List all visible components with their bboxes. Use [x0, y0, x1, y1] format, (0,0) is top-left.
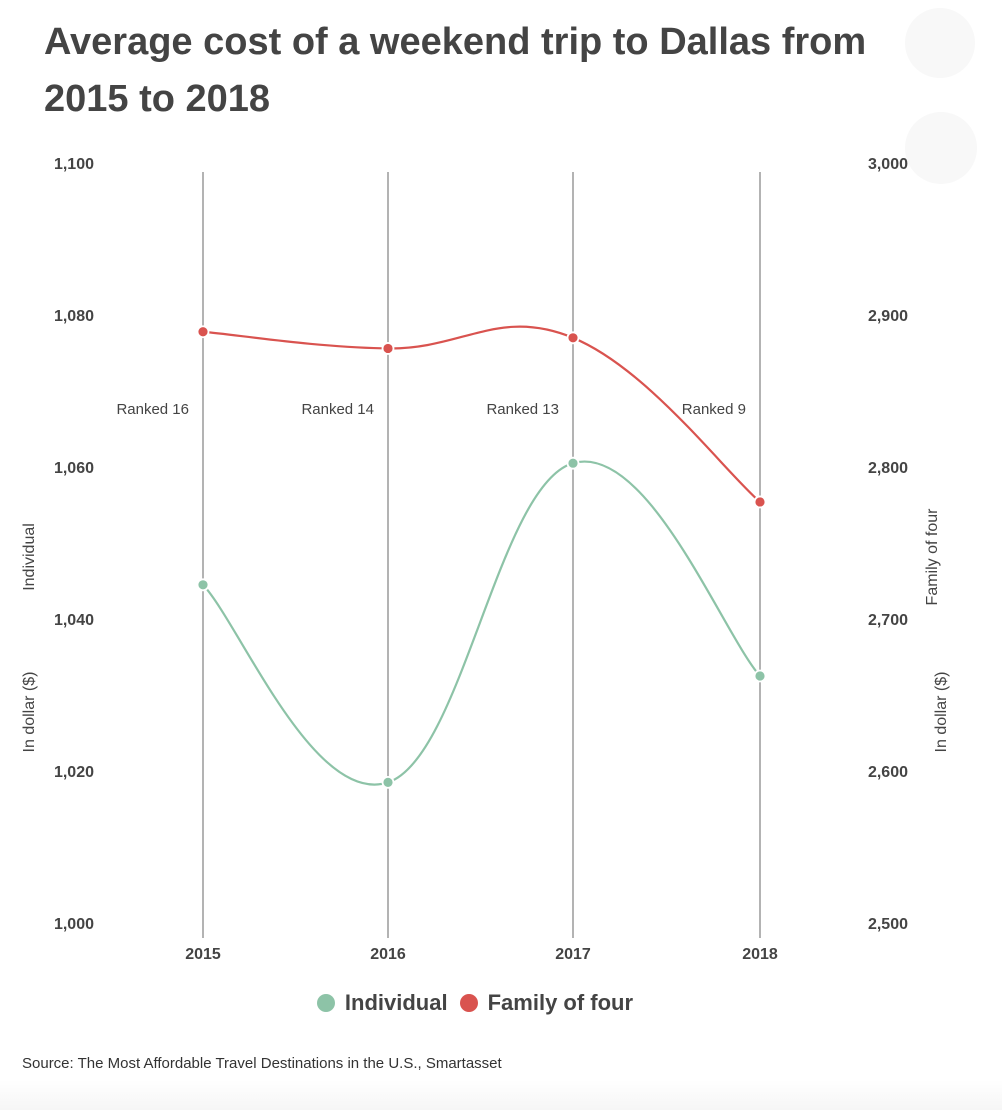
point-individual-2016[interactable] — [381, 776, 395, 789]
rank-annotation: Ranked 9 — [682, 401, 746, 418]
series-points — [196, 325, 767, 789]
left-axis-ticks: 1,000 1,020 1,040 1,060 1,080 1,100 — [54, 156, 94, 933]
right-tick-label: 2,500 — [868, 916, 908, 933]
right-tick-label: 2,700 — [868, 612, 908, 629]
point-individual-2018[interactable] — [753, 669, 767, 683]
x-tick-label: 2018 — [742, 946, 778, 963]
x-tick-label: 2015 — [185, 946, 221, 963]
left-axis-title: Individual — [21, 523, 38, 591]
line-chart: 1,000 1,020 1,040 1,060 1,080 1,100 2,500 2,60… — [21, 156, 950, 963]
rank-annotation: Ranked 14 — [301, 401, 374, 418]
right-tick-label: 2,900 — [868, 308, 908, 325]
share-button[interactable] — [905, 112, 977, 184]
point-family-of-four-2015[interactable] — [196, 325, 210, 339]
point-family-of-four-2016[interactable] — [381, 342, 395, 355]
right-tick-label: 2,800 — [868, 460, 908, 477]
bottom-fade — [0, 1080, 1002, 1110]
right-tick-label: 3,000 — [868, 156, 908, 173]
legend-item-individual[interactable]: Individual — [316, 990, 448, 1016]
right-axis-ticks: 2,500 2,600 2,700 2,800 2,900 3,000 — [868, 156, 908, 933]
point-family-of-four-2018[interactable] — [753, 495, 767, 509]
source-note: Source: The Most Affordable Travel Desti… — [22, 1055, 502, 1072]
legend-label-family: Family of four — [487, 990, 634, 1015]
left-tick-label: 1,080 — [54, 308, 94, 325]
legend: Individual Family of four — [0, 990, 950, 1016]
x-axis-ticks: 2015 2016 2017 2018 — [185, 946, 778, 963]
right-axis-unit: In dollar ($) — [933, 672, 950, 753]
rank-annotation: Ranked 13 — [486, 401, 559, 418]
legend-dot-individual — [316, 994, 335, 1012]
legend-dot-family — [459, 994, 478, 1012]
series-lines — [202, 325, 761, 786]
right-axis-title: Family of four — [924, 508, 941, 606]
legend-label-individual: Individual — [344, 990, 448, 1015]
rank-annotation: Ranked 16 — [116, 401, 189, 418]
left-tick-label: 1,000 — [54, 916, 94, 933]
menu-button[interactable] — [905, 8, 975, 78]
chart-title: Average cost of a weekend trip to Dallas… — [44, 21, 867, 120]
x-tick-label: 2017 — [555, 946, 591, 963]
legend-item-family[interactable]: Family of four — [459, 990, 634, 1016]
x-tick-label: 2016 — [370, 946, 406, 963]
point-family-of-four-2017[interactable] — [566, 331, 580, 345]
point-individual-2015[interactable] — [196, 578, 210, 592]
rank-annotations: Ranked 16 Ranked 14 Ranked 13 Ranked 9 — [116, 401, 746, 418]
left-tick-label: 1,100 — [54, 156, 94, 173]
left-tick-label: 1,040 — [54, 612, 94, 629]
left-axis-unit: In dollar ($) — [21, 672, 38, 753]
series-line-individual — [202, 460, 761, 786]
series-line-family-of-four — [202, 325, 761, 503]
right-tick-label: 2,600 — [868, 764, 908, 781]
point-individual-2017[interactable] — [566, 456, 580, 470]
left-tick-label: 1,060 — [54, 460, 94, 477]
left-tick-label: 1,020 — [54, 764, 94, 781]
vertical-gridlines — [202, 172, 761, 938]
